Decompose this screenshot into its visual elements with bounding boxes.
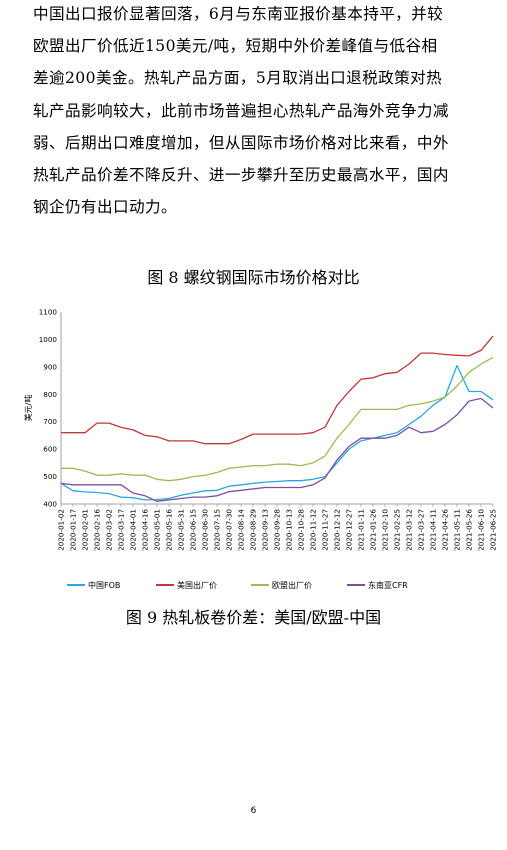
paragraph-line: 弱、后期出口难度增加，但从国际市场价格对比来看，中外 <box>33 133 449 152</box>
y-tick-label: 800 <box>43 390 57 399</box>
paragraph-line: 中国出口报价显著回落，6月与东南亚报价基本持平，并较 <box>33 5 444 23</box>
x-tick-label: 2021-01-11 <box>357 509 366 551</box>
legend-label: 东南亚CFR <box>368 580 408 590</box>
chart-legend: 中国FOB 美国出厂价 欧盟出厂价 东南亚CFR <box>67 580 408 590</box>
series-line <box>60 364 494 501</box>
x-tick-label: 2020-03-02 <box>105 509 114 551</box>
x-tick-label: 2021-06-25 <box>489 509 498 551</box>
x-tick-label: 2020-08-14 <box>237 509 246 551</box>
x-tick-label: 2020-05-01 <box>153 509 162 551</box>
x-tick-label: 2020-09-28 <box>273 509 282 551</box>
x-tick-label: 2020-04-01 <box>129 509 138 551</box>
y-tick-label: 1000 <box>39 335 58 344</box>
x-tick-label: 2020-12-27 <box>345 509 354 551</box>
x-tick-label: 2021-03-27 <box>417 509 426 551</box>
x-tick-label: 2021-04-26 <box>441 509 450 551</box>
x-tick-label: 2020-02-01 <box>81 509 90 551</box>
y-tick-label: 400 <box>43 500 57 509</box>
x-tick-label: 2021-02-10 <box>381 509 390 551</box>
figure-9-caption: 图 9 热轧板卷价差：美国/欧盟-中国 <box>125 608 382 627</box>
x-tick-label: 2020-03-17 <box>117 509 126 551</box>
x-tick-label: 2020-09-13 <box>261 509 270 551</box>
x-tick-label: 2021-05-11 <box>453 509 462 551</box>
paragraph-line: 轧产品影响较大，此前市场普遍担心热轧产品海外竞争力减 <box>33 101 449 120</box>
x-tick-label: 2020-10-28 <box>297 509 306 551</box>
figure-8-caption: 图 8 螺纹钢国际市场价格对比 <box>147 268 360 287</box>
y-tick-label: 500 <box>43 472 57 481</box>
x-tick-label: 2021-05-26 <box>465 509 474 551</box>
x-tick-label: 2020-11-12 <box>309 509 318 551</box>
y-tick-label: 1100 <box>39 308 58 317</box>
x-tick-label: 2020-05-31 <box>177 509 186 551</box>
x-tick-label: 2020-08-29 <box>249 509 258 551</box>
x-tick-label: 2020-11-27 <box>321 509 330 551</box>
x-tick-label: 2020-01-02 <box>57 509 66 551</box>
series-line <box>60 397 494 502</box>
chart-series-lines <box>60 335 494 502</box>
y-tick-label: 700 <box>43 417 57 426</box>
y-tick-label: 600 <box>43 445 57 454</box>
series-line <box>61 335 494 445</box>
x-tick-label: 2020-06-15 <box>189 509 198 551</box>
x-tick-label: 2020-06-30 <box>201 509 210 551</box>
x-tick-label: 2020-10-13 <box>285 509 294 551</box>
paragraph-line: 差逾200美金。热轧产品方面，5月取消出口退税政策对热 <box>33 69 443 88</box>
y-tick-label: 900 <box>43 362 57 371</box>
x-tick-label: 2021-02-25 <box>393 509 402 551</box>
x-tick-label: 2020-05-16 <box>165 509 174 551</box>
legend-label: 中国FOB <box>88 580 120 590</box>
x-tick-label: 2021-06-10 <box>477 509 486 551</box>
y-axis-label: 美元/吨 <box>23 395 33 422</box>
x-tick-label: 2020-12-12 <box>333 509 342 551</box>
x-tick-label: 2020-07-30 <box>225 509 234 551</box>
body-paragraph: 中国出口报价显著回落，6月与东南亚报价基本持平，并较 欧盟出厂价低近150美元/… <box>33 0 478 223</box>
page-number: 6 <box>250 806 257 816</box>
x-tick-label: 2021-01-26 <box>369 509 378 551</box>
series-line <box>61 356 494 482</box>
legend-label: 欧盟出厂价 <box>272 580 312 590</box>
x-tick-label: 2020-01-17 <box>69 509 78 551</box>
legend-label: 美国出厂价 <box>177 580 217 590</box>
x-tick-label: 2021-04-11 <box>429 509 438 551</box>
x-tick-label: 2020-02-16 <box>93 509 102 551</box>
x-tick-label: 2020-07-15 <box>213 509 222 551</box>
paragraph-line: 热轧产品价差不降反升、进一步攀升至历史最高水平，国内 <box>33 166 449 185</box>
paragraph-line: 欧盟出厂价低近150美元/吨，短期中外价差峰值与低谷相 <box>33 37 438 56</box>
x-tick-label: 2020-04-16 <box>141 509 150 551</box>
paragraph-line: 钢企仍有出口动力。 <box>33 198 177 217</box>
x-tick-label: 2021-03-12 <box>405 509 414 551</box>
